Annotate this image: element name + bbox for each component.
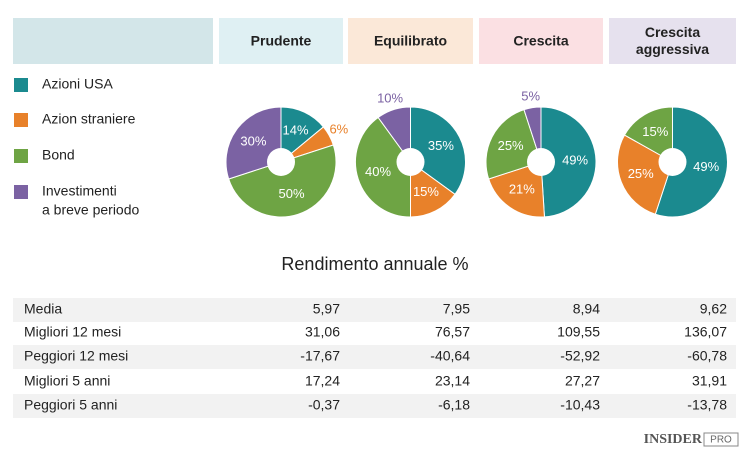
data-label: 15% <box>642 124 668 139</box>
pie-slice <box>540 106 597 218</box>
legend-label: Bond <box>42 147 75 163</box>
legend-label: Azion straniere <box>42 111 136 127</box>
cell-value: -52,92 <box>560 348 600 364</box>
header-cell <box>219 18 343 64</box>
pie-slice <box>617 134 674 215</box>
row-label: Migliori 5 anni <box>24 373 110 389</box>
pie-hole <box>658 148 687 176</box>
pie-slice <box>355 116 411 218</box>
logo-badge-box <box>703 432 739 447</box>
data-label: 25% <box>628 166 654 181</box>
cell-value: 9,62 <box>700 301 727 317</box>
data-label: 40% <box>365 164 391 179</box>
data-label: 14% <box>283 123 309 138</box>
cell-value: 27,27 <box>565 373 600 389</box>
data-label: 6% <box>329 122 348 137</box>
data-label: 49% <box>562 152 588 167</box>
data-label: 5% <box>521 88 540 103</box>
column-header: Prudente <box>251 33 312 49</box>
table-row-bg <box>13 298 736 322</box>
cell-value: 5,97 <box>313 301 340 317</box>
data-label: 30% <box>240 133 266 148</box>
column-header: Crescita <box>645 24 700 40</box>
header-cell <box>609 18 736 64</box>
column-header: Crescita <box>513 33 568 49</box>
cell-value: -0,37 <box>308 397 340 413</box>
legend-swatch <box>14 149 28 163</box>
logo-badge: PRO <box>710 435 732 446</box>
pie-slice <box>410 161 456 218</box>
header-cell <box>348 18 473 64</box>
table-row-bg <box>13 394 736 418</box>
table-row-bg <box>13 345 736 369</box>
data-label: 25% <box>498 138 524 153</box>
cell-value: 8,94 <box>573 301 600 317</box>
legend-label: Azioni USA <box>42 76 113 92</box>
row-label: Migliori 12 mesi <box>24 324 121 340</box>
legend-swatch <box>14 185 28 199</box>
data-label: 21% <box>509 182 535 197</box>
data-label: 50% <box>279 186 305 201</box>
data-label: 10% <box>377 91 403 106</box>
legend-swatch <box>14 78 28 92</box>
pie-slice <box>654 106 728 218</box>
pie-slice <box>410 106 466 196</box>
column-header: aggressiva <box>636 41 709 57</box>
cell-value: -13,78 <box>687 397 727 413</box>
header-cell <box>13 18 213 64</box>
data-label: 35% <box>428 138 454 153</box>
cell-value: 136,07 <box>684 324 727 340</box>
pie-hole <box>396 148 425 176</box>
legend-swatch <box>14 113 28 127</box>
pie-slice <box>623 106 673 163</box>
cell-value: 7,95 <box>443 301 470 317</box>
data-label: 49% <box>693 159 719 174</box>
header-cell <box>479 18 603 64</box>
column-header: Equilibrato <box>374 33 447 49</box>
cell-value: -6,18 <box>438 397 470 413</box>
cell-value: -40,64 <box>430 348 470 364</box>
legend-label: a breve periodo <box>42 202 140 218</box>
cell-value: -60,78 <box>687 348 727 364</box>
row-label: Media <box>24 301 62 317</box>
cell-value: 17,24 <box>305 373 340 389</box>
legend-label: Investimenti <box>42 183 117 199</box>
cell-value: 23,14 <box>435 373 470 389</box>
pie-slice <box>523 106 542 163</box>
cell-value: 109,55 <box>557 324 600 340</box>
row-label: Peggiori 5 anni <box>24 397 117 413</box>
table-title: Rendimento annuale % <box>281 254 468 274</box>
pie-slice <box>488 161 545 218</box>
data-label: 15% <box>413 184 439 199</box>
pie-hole <box>527 148 555 176</box>
cell-value: 31,06 <box>305 324 340 340</box>
pie-slice <box>377 106 411 164</box>
cell-value: -10,43 <box>560 397 600 413</box>
pie-hole <box>267 148 295 176</box>
cell-value: 76,57 <box>435 324 470 340</box>
logo: INSIDER <box>644 432 703 447</box>
cell-value: -17,67 <box>300 348 340 364</box>
pie-slice <box>228 144 337 218</box>
row-label: Peggiori 12 mesi <box>24 348 128 364</box>
cell-value: 31,91 <box>692 373 727 389</box>
